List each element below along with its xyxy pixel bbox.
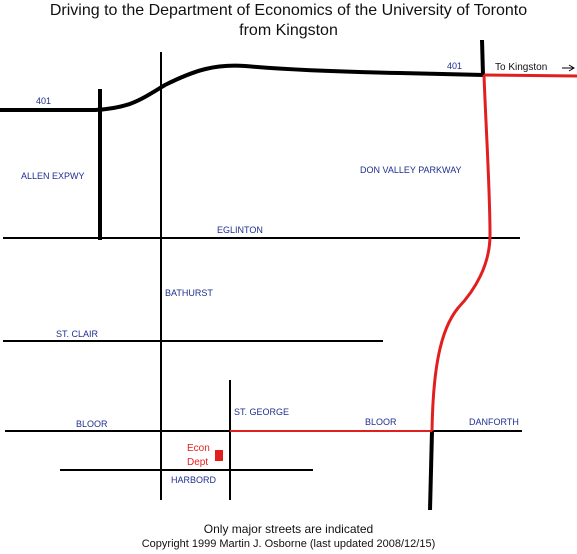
dvp-south-stub bbox=[428, 430, 434, 511]
econ-dept-marker bbox=[215, 450, 223, 461]
label-danforth: DANFORTH bbox=[469, 417, 519, 427]
label-to-kingston: To Kingston bbox=[495, 62, 547, 73]
map-title-line1: Driving to the Department of Economics o… bbox=[49, 2, 528, 19]
label-st-george: ST. GEORGE bbox=[234, 407, 289, 417]
label-econ-dept-line1: Econ bbox=[187, 443, 210, 454]
label-harbord: HARBORD bbox=[171, 475, 217, 485]
footer-note: Only major streets are indicated bbox=[203, 522, 374, 536]
label-bloor-east: BLOOR bbox=[365, 417, 397, 427]
label-st-clair: ST. CLAIR bbox=[56, 329, 99, 339]
label-401-east: 401 bbox=[447, 61, 462, 71]
route-don-valley-parkway bbox=[430, 74, 492, 432]
label-bloor-west: BLOOR bbox=[76, 419, 108, 429]
label-401-west: 401 bbox=[36, 96, 51, 106]
footer-copyright: Copyright 1999 Martin J. Osborne (last u… bbox=[141, 538, 436, 550]
map-title-line2: from Kingston bbox=[239, 22, 338, 39]
route-401-east bbox=[483, 73, 577, 78]
dvp-north-stub bbox=[480, 39, 485, 76]
label-econ-dept-line2: Dept bbox=[187, 457, 208, 468]
highway-401 bbox=[0, 63, 485, 112]
label-bathurst: BATHURST bbox=[165, 288, 213, 298]
label-eglinton: EGLINTON bbox=[217, 225, 263, 235]
label-don-valley-parkway: DON VALLEY PARKWAY bbox=[360, 165, 462, 175]
label-allen-expwy: ALLEN EXPWY bbox=[21, 171, 85, 181]
arrow-right-icon bbox=[562, 64, 575, 72]
